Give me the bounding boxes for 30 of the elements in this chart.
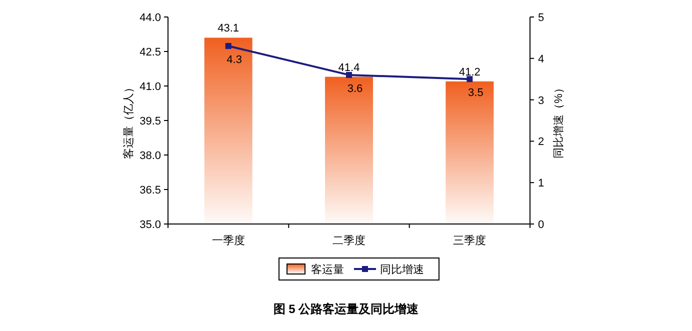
y-tick-label: 36.5 <box>140 184 161 196</box>
y2-tick-label: 1 <box>538 178 544 190</box>
data-label: 3.5 <box>468 87 484 100</box>
y-tick-label: 41.0 <box>140 81 161 93</box>
y-tick-label: 38.0 <box>140 150 161 162</box>
data-label: 43.1 <box>218 22 240 35</box>
x-tick-label: 三季度 <box>453 234 486 247</box>
y2-tick-label: 0 <box>538 219 544 231</box>
y-tick-label: 35.0 <box>140 219 161 231</box>
y2-tick-label: 4 <box>538 53 544 66</box>
y2-tick-label: 5 <box>538 12 544 24</box>
y2-axis-title: 同比增速（%） <box>552 82 565 158</box>
y-axis-title: 客运量（亿人） <box>122 82 135 159</box>
y-tick-label: 42.5 <box>140 46 161 58</box>
data-label: 3.6 <box>347 82 363 95</box>
x-tick-label: 二季度 <box>332 234 366 247</box>
point <box>346 72 352 78</box>
legend-label: 客运量 <box>311 263 344 276</box>
text: 图 5 公路客运量及同比增速 <box>273 302 420 316</box>
point <box>466 76 473 82</box>
y2-tick-label: 2 <box>538 136 544 148</box>
y-tick-label: 39.5 <box>140 116 161 128</box>
data-label: 41.2 <box>458 66 480 78</box>
y2-tick-label: 3 <box>538 94 544 107</box>
x-tick-label: 一季度 <box>212 234 245 247</box>
y-tick-label: 44.0 <box>140 12 161 24</box>
point <box>225 42 232 49</box>
data-label: 4.3 <box>226 54 242 66</box>
data-label: 41.4 <box>338 62 360 74</box>
legend-label: 同比增速 <box>380 263 424 276</box>
